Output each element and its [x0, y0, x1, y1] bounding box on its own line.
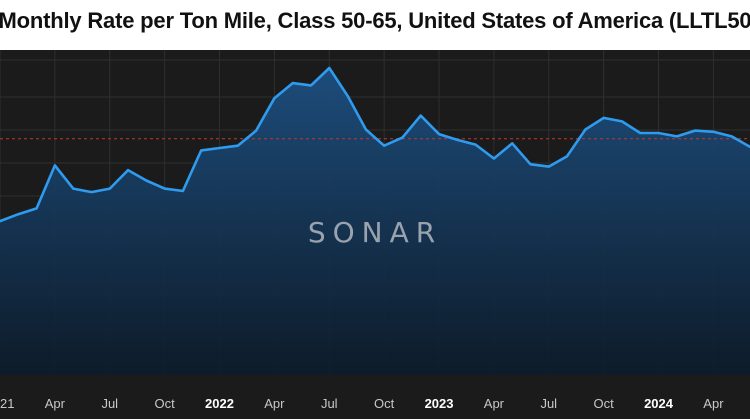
data-point-31 — [565, 154, 569, 158]
data-point-29 — [529, 162, 533, 166]
data-point-23 — [419, 114, 423, 118]
data-point-3 — [53, 163, 57, 167]
data-point-18 — [327, 66, 331, 70]
chart-area: SONAR 21 Apr Jul Oct 2022 Apr Jul Oct 2023 Apr Jul… — [0, 50, 750, 419]
x-tick-label: Jul — [540, 396, 557, 411]
x-tick-label: Jul — [321, 396, 338, 411]
data-point-13 — [236, 144, 240, 148]
data-point-5 — [90, 190, 94, 194]
data-point-36 — [657, 131, 661, 135]
x-tick-label: Apr — [45, 396, 66, 411]
data-point-39 — [711, 130, 715, 134]
x-tick-label: Apr — [703, 396, 724, 411]
data-point-25 — [455, 138, 459, 142]
data-point-22 — [400, 136, 404, 140]
x-tick-label: Oct — [155, 396, 176, 411]
x-tick-label: Apr — [484, 396, 505, 411]
data-point-4 — [71, 187, 75, 191]
data-point-19 — [346, 94, 350, 98]
x-tick-label: Oct — [374, 396, 395, 411]
x-tick-label: 2022 — [205, 396, 234, 411]
data-point-14 — [254, 129, 258, 133]
data-point-35 — [638, 131, 642, 135]
data-point-9 — [163, 187, 167, 191]
data-point-27 — [492, 157, 496, 161]
x-tick-label: 2023 — [425, 396, 454, 411]
x-tick-label: 21 — [0, 396, 14, 411]
chart-title: Monthly Rate per Ton Mile, Class 50-65, … — [0, 8, 750, 33]
data-point-21 — [382, 144, 386, 148]
data-point-1 — [16, 212, 20, 216]
sonar-watermark: SONAR — [308, 216, 442, 249]
data-point-28 — [510, 141, 514, 145]
data-point-7 — [126, 168, 130, 172]
series-line — [0, 66, 750, 223]
data-point-34 — [620, 119, 624, 123]
area-fill — [0, 68, 750, 375]
x-tick-label: Oct — [594, 396, 615, 411]
data-point-6 — [108, 187, 112, 191]
data-point-10 — [181, 189, 185, 193]
data-point-32 — [583, 128, 587, 132]
data-point-12 — [218, 146, 222, 150]
x-tick-label: 2024 — [644, 396, 674, 411]
x-tick-label: Jul — [101, 396, 118, 411]
data-point-37 — [675, 134, 679, 138]
area-chart: SONAR 21 Apr Jul Oct 2022 Apr Jul Oct 2023 Apr Jul… — [0, 50, 750, 411]
data-point-2 — [35, 206, 39, 210]
data-point-20 — [364, 128, 368, 132]
data-point-24 — [437, 132, 441, 136]
data-point-15 — [272, 96, 276, 100]
data-point-11 — [199, 148, 203, 152]
data-point-40 — [730, 134, 734, 138]
data-point-8 — [144, 179, 148, 183]
data-point-38 — [693, 129, 697, 133]
x-tick-label: Apr — [264, 396, 285, 411]
data-point-30 — [547, 165, 551, 169]
data-point-17 — [309, 83, 313, 87]
chart-title-bar: Monthly Rate per Ton Mile, Class 50-65, … — [0, 0, 750, 50]
data-point-26 — [474, 143, 478, 147]
data-point-33 — [602, 116, 606, 120]
data-point-16 — [291, 81, 295, 85]
